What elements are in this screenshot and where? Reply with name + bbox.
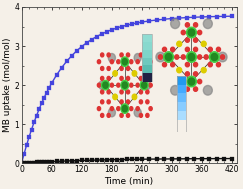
Y-axis label: MB uptake (mol/mol): MB uptake (mol/mol) xyxy=(3,38,12,132)
X-axis label: Time (min): Time (min) xyxy=(104,177,154,186)
